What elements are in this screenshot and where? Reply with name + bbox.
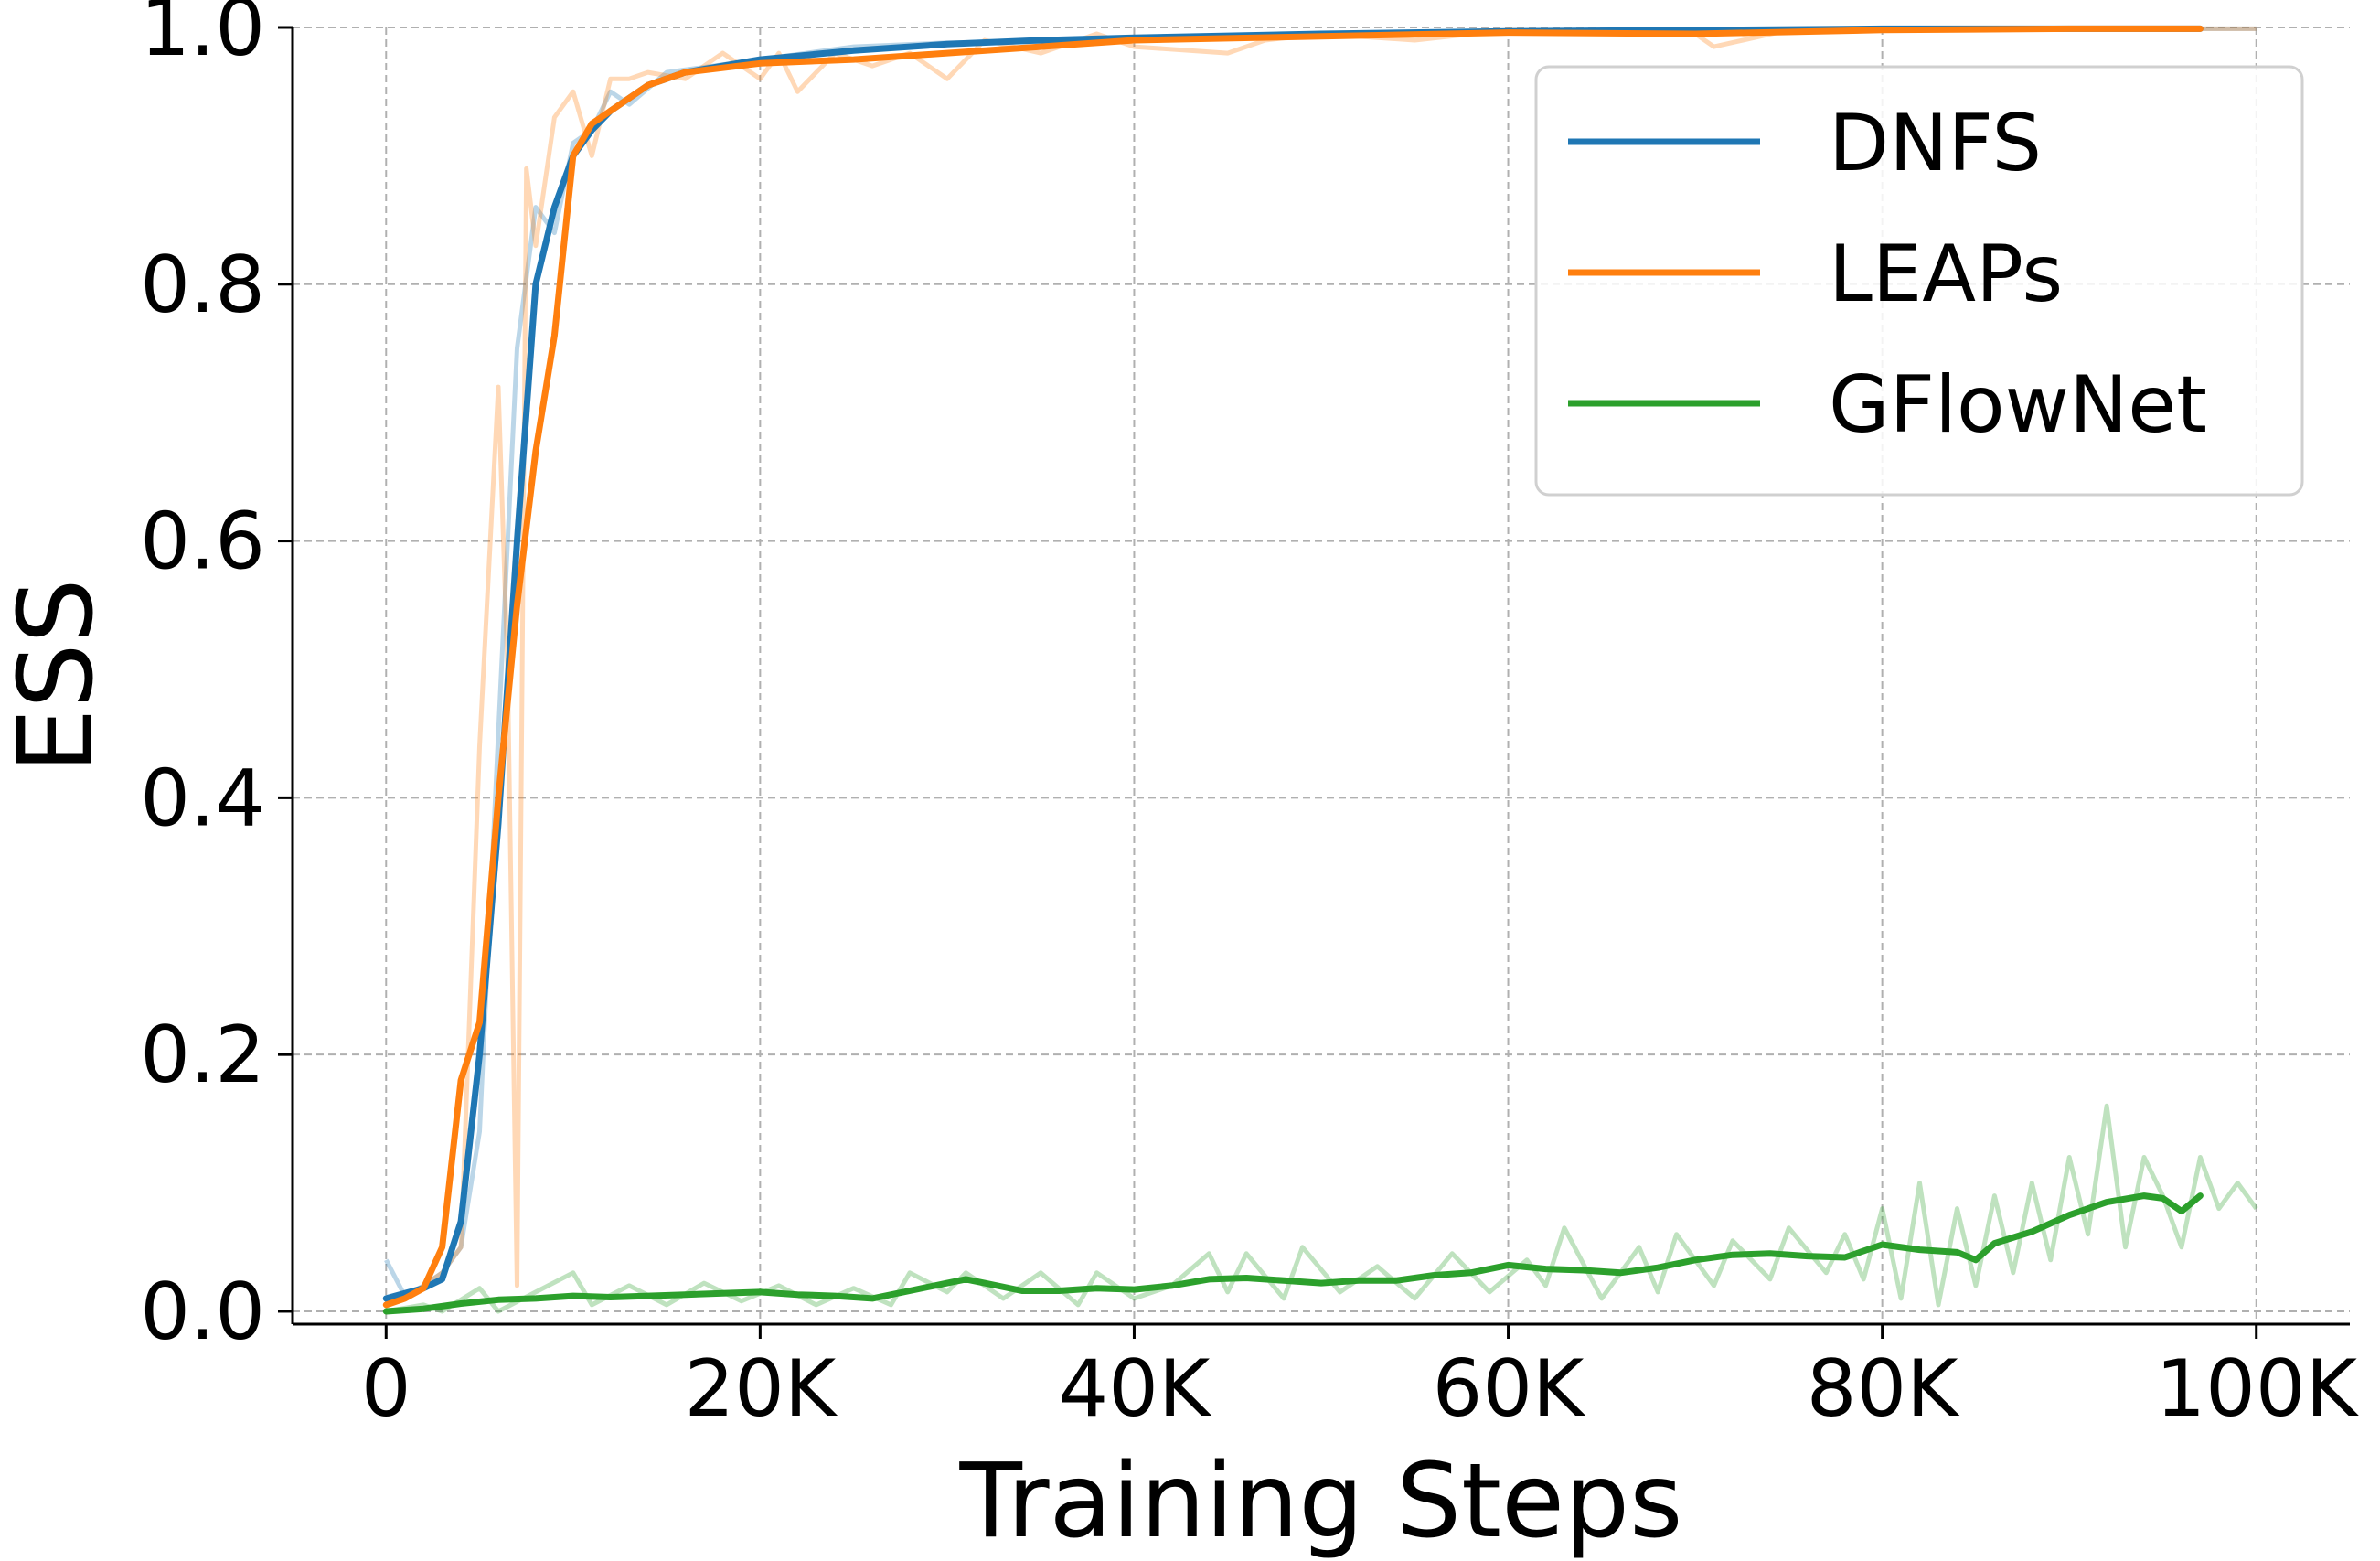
y-tick-label: 0.0 — [140, 1267, 265, 1358]
y-axis-title: ESS — [0, 579, 116, 774]
smoothed-series-layer — [382, 25, 2204, 1315]
gflownet-legend-label: GFlowNet — [1829, 359, 2207, 451]
grid — [293, 27, 2350, 1324]
axes — [278, 26, 2350, 1339]
leaps-legend-label: LEAPs — [1829, 229, 2063, 320]
leaps-smoothed-line — [382, 25, 2204, 1309]
x-tick-label: 20K — [684, 1343, 838, 1435]
legend-frame — [1534, 65, 2304, 497]
y-tick-label: 0.2 — [140, 1010, 265, 1101]
x-tick-label: 60K — [1433, 1343, 1586, 1435]
legend: DNFS LEAPs GFlowNet — [1534, 65, 2304, 497]
y-tick-label: 0.8 — [140, 240, 265, 331]
tick-labels: 0 20K 40K 60K 80K 100K 0.0 0.2 0.4 0.6 0.8 1.0 — [140, 0, 2359, 1435]
y-tick-label: 0.6 — [140, 497, 265, 588]
x-tick-label: 40K — [1059, 1343, 1212, 1435]
x-tick-label: 0 — [361, 1343, 411, 1435]
y-tick-label: 0.4 — [140, 753, 265, 844]
y-tick-label: 1.0 — [140, 0, 265, 74]
x-axis-title: Training Steps — [959, 1442, 1683, 1561]
x-tick-label: 100K — [2155, 1343, 2359, 1435]
gflownet-smoothed-line — [382, 1192, 2204, 1315]
dnfs-legend-label: DNFS — [1829, 98, 2042, 189]
x-tick-label: 80K — [1807, 1343, 1960, 1435]
